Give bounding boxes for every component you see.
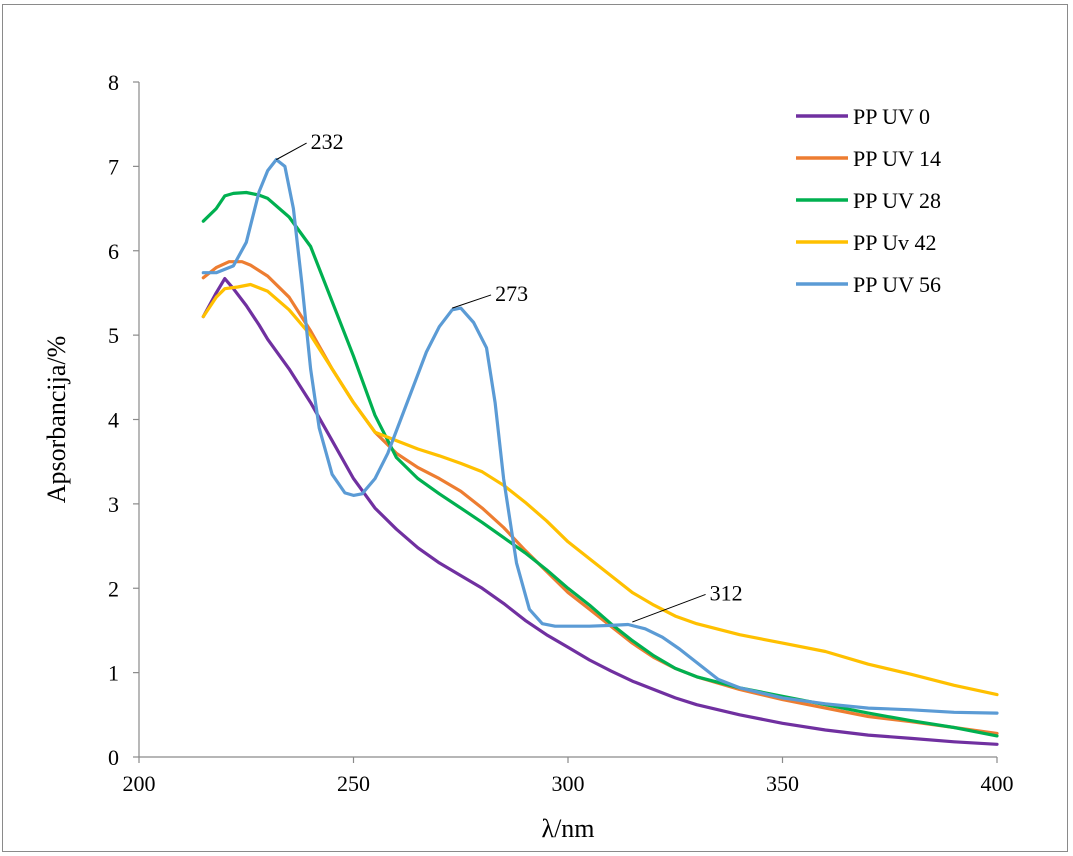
chart-frame: 0 1 2 3 4 5 6 7 8 200 250 300 350 400 232 273 312 PP UV… (2, 4, 1068, 852)
x-tick-label: 250 (337, 771, 370, 796)
peak-annotations: 232 273 312 (276, 129, 743, 623)
annotation-label-312: 312 (710, 580, 743, 605)
annotation-label-273: 273 (495, 281, 528, 306)
series-line-pp-uv-56 (201, 158, 999, 715)
legend-label-pp-uv-28: PP UV 28 (853, 188, 941, 213)
series-line-pp-uv-14 (201, 260, 999, 735)
tick-labels: 0 1 2 3 4 5 6 7 8 200 250 300 350 400 (108, 70, 1014, 796)
legend: PP UV 0 PP UV 14 PP UV 28 PP Uv 42 PP UV 56 (796, 104, 941, 297)
absorbance-line-chart: 0 1 2 3 4 5 6 7 8 200 250 300 350 400 232 273 312 PP UV… (42, 70, 1014, 843)
annotation-leader-232 (276, 142, 307, 161)
axes (133, 81, 998, 763)
y-tick-label: 3 (108, 492, 119, 517)
y-tick-label: 8 (108, 70, 119, 95)
y-tick-label: 0 (108, 745, 119, 770)
legend-label-pp-uv-0: PP UV 0 (853, 104, 930, 129)
legend-label-pp-uv-56: PP UV 56 (853, 272, 941, 297)
x-tick-label: 200 (123, 771, 156, 796)
y-tick-label: 2 (108, 576, 119, 601)
annotation-label-232: 232 (311, 129, 344, 154)
y-tick-label: 7 (108, 154, 119, 179)
y-tick-label: 4 (108, 408, 119, 433)
annotation-leader-273 (452, 294, 492, 309)
y-tick-label: 1 (108, 661, 119, 686)
y-tick-label: 6 (108, 239, 119, 264)
y-tick-label: 5 (108, 323, 119, 348)
x-tick-label: 300 (552, 771, 585, 796)
x-axis-title: λ/nm (541, 814, 594, 843)
legend-label-pp-uv-42: PP Uv 42 (853, 230, 937, 255)
y-axis-title: Apsorbancija/% (42, 336, 71, 504)
annotation-leader-312 (632, 594, 706, 623)
x-tick-label: 350 (766, 771, 799, 796)
series-lines (201, 158, 999, 746)
x-tick-label: 400 (981, 771, 1014, 796)
legend-label-pp-uv-14: PP UV 14 (853, 146, 941, 171)
series-line-pp-uv-0 (201, 277, 999, 746)
series-line-pp-uv-42 (201, 282, 999, 697)
